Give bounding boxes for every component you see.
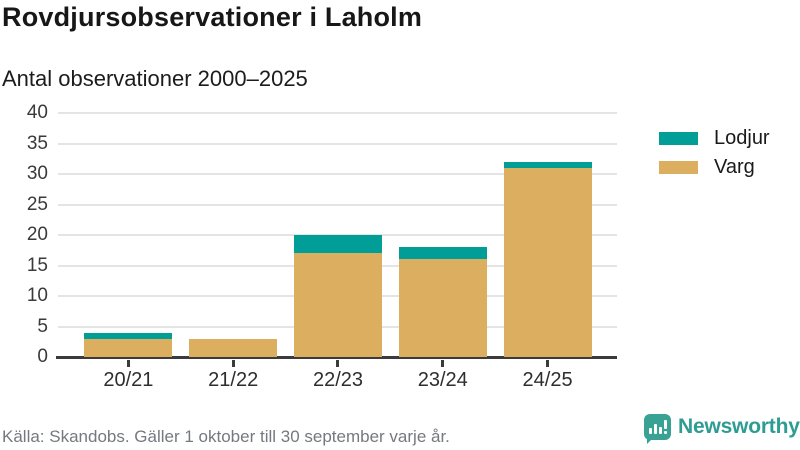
source-text: Källa: Skandobs. Gäller 1 oktober till 3… — [2, 427, 450, 446]
exclamation-glyph — [664, 420, 667, 434]
y-tick-label: 40 — [26, 102, 48, 123]
gridline-30 — [58, 173, 617, 175]
y-axis-labels: 0 5 10 15 20 25 30 35 40 — [0, 102, 48, 367]
bar-stack — [293, 235, 382, 357]
x-axis-labels: 20/21 21/22 22/23 23/24 24/25 — [58, 369, 617, 392]
bar-group-22/23 — [286, 113, 391, 357]
legend-swatch — [659, 160, 698, 174]
gridline-25 — [58, 203, 617, 206]
legend-label: Lodjur — [714, 127, 770, 149]
bar-segment-lodjur — [398, 247, 487, 260]
plot-area — [56, 112, 617, 359]
bar-stack — [398, 247, 487, 357]
x-tick-label-22/23: 22/23 — [312, 369, 364, 391]
bar-stack — [189, 338, 278, 357]
bar-stack — [503, 161, 592, 357]
bar-segment-lodjur — [503, 161, 592, 168]
chart-title: Rovdjursobservationer i Laholm — [2, 2, 423, 32]
y-tick-label: 0 — [37, 346, 48, 367]
brand-logo: Newsworthy — [644, 414, 800, 440]
x-tick — [336, 360, 340, 367]
gridline-20 — [58, 234, 617, 236]
y-tick-label: 25 — [26, 193, 48, 215]
legend-swatch — [659, 131, 698, 145]
bar-chart-glyph — [649, 420, 667, 434]
bar-stack — [84, 332, 173, 357]
x-tick — [546, 360, 550, 367]
chart-subtitle: Antal observationer 2000–2025 — [2, 66, 308, 91]
bars — [58, 113, 617, 357]
legend-item-varg: Varg — [659, 157, 770, 177]
x-tick-label-20/21: 20/21 — [103, 369, 154, 391]
bar-group-23/24 — [390, 113, 495, 357]
x-tick — [231, 360, 235, 367]
x-tick — [126, 360, 130, 367]
bar-group-21/22 — [181, 113, 286, 357]
bar-segment-varg — [398, 259, 487, 357]
x-tick-label-21/22: 21/22 — [208, 369, 259, 391]
brand-name: Newsworthy — [678, 415, 800, 438]
y-tick-label: 15 — [26, 254, 48, 276]
legend-item-lodjur: Lodjur — [659, 128, 770, 148]
legend-label: Varg — [714, 156, 755, 178]
bar-segment-varg — [503, 167, 592, 357]
bar-group-20/21 — [76, 113, 181, 357]
bar-group-24/25 — [495, 113, 600, 357]
bar-segment-lodjur — [293, 235, 382, 254]
x-tick-label-24/25: 24/25 — [522, 369, 573, 391]
bar-segment-varg — [189, 338, 278, 357]
legend: Lodjur Varg — [659, 128, 770, 186]
gridline-40 — [58, 112, 617, 114]
x-tick — [441, 360, 445, 367]
y-tick-label: 20 — [26, 224, 48, 245]
x-axis-ticks — [58, 360, 617, 367]
y-tick-label: 5 — [37, 315, 48, 337]
y-tick-label: 35 — [26, 132, 48, 154]
newsworthy-icon — [644, 414, 671, 440]
bar-segment-varg — [84, 338, 173, 357]
bar-segment-varg — [293, 253, 382, 357]
gridline-35 — [58, 142, 617, 145]
y-tick-label: 10 — [26, 285, 48, 306]
x-tick-label-23/24: 23/24 — [417, 369, 468, 391]
y-tick-label: 30 — [26, 163, 48, 184]
x-axis-line — [56, 356, 617, 359]
bar-segment-lodjur — [84, 332, 173, 339]
